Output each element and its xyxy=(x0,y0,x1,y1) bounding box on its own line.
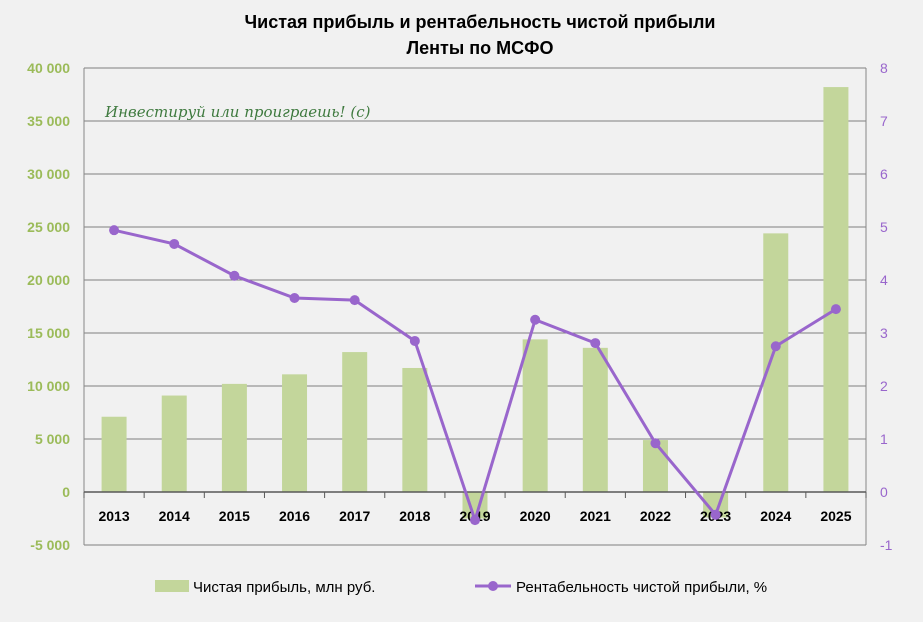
x-tick-label: 2014 xyxy=(159,508,190,524)
bar-2025 xyxy=(823,87,849,492)
x-tick-label: 2017 xyxy=(339,508,370,524)
x-tick-label: 2016 xyxy=(279,508,310,524)
x-tick-label: 2021 xyxy=(580,508,611,524)
legend-line-label: Рентабельность чистой прибыли, % xyxy=(516,579,767,596)
legend-line-marker xyxy=(488,581,498,591)
right-tick-label: 1 xyxy=(880,431,888,447)
right-tick-label: -1 xyxy=(880,537,893,553)
legend-bar-label: Чистая прибыль, млн руб. xyxy=(193,579,375,596)
left-tick-label: 30 000 xyxy=(27,166,70,182)
left-tick-label: 10 000 xyxy=(27,378,70,394)
margin-point-2018 xyxy=(409,335,420,346)
margin-point-2016 xyxy=(289,293,300,304)
chart-title-line1: Чистая прибыль и рентабельность чистой п… xyxy=(245,12,716,32)
margin-point-2019 xyxy=(470,515,480,526)
x-tick-label: 2013 xyxy=(98,508,129,524)
x-tick-label: 2025 xyxy=(820,508,851,524)
bar-2013 xyxy=(101,416,127,492)
x-tick-label: 2024 xyxy=(760,508,791,524)
right-tick-label: 8 xyxy=(880,60,888,76)
right-tick-label: 2 xyxy=(880,378,888,394)
right-tick-label: 7 xyxy=(880,113,888,129)
margin-point-2017 xyxy=(349,295,360,306)
x-tick-label: 2020 xyxy=(520,508,551,524)
bar-2024 xyxy=(763,233,789,493)
left-tick-label: 40 000 xyxy=(27,60,70,76)
right-tick-label: 3 xyxy=(880,325,888,341)
right-tick-label: 5 xyxy=(880,219,888,235)
margin-point-2013 xyxy=(109,225,120,236)
x-tick-label: 2022 xyxy=(640,508,671,524)
left-tick-label: -5 000 xyxy=(30,537,70,553)
margin-point-2015 xyxy=(229,270,240,281)
margin-point-2014 xyxy=(169,238,180,249)
left-tick-label: 0 xyxy=(62,484,70,500)
left-tick-label: 25 000 xyxy=(27,219,70,235)
chart-title-line2: Ленты по МСФО xyxy=(407,38,554,58)
bar-2020 xyxy=(522,339,548,492)
bar-2014 xyxy=(161,395,187,492)
left-tick-label: 20 000 xyxy=(27,272,70,288)
right-tick-label: 6 xyxy=(880,166,888,182)
watermark: Инвестируй или проиграешь! (с) xyxy=(104,103,371,121)
left-tick-label: 5 000 xyxy=(35,431,70,447)
left-tick-label: 35 000 xyxy=(27,113,70,129)
margin-point-2023 xyxy=(710,509,721,520)
legend-bar-swatch xyxy=(155,580,189,592)
x-tick-label: 2015 xyxy=(219,508,250,524)
bar-2018 xyxy=(402,367,428,492)
margin-point-2022 xyxy=(650,438,661,449)
bar-2017 xyxy=(342,352,368,492)
margin-point-2025 xyxy=(830,304,841,315)
left-tick-label: 15 000 xyxy=(27,325,70,341)
margin-point-2020 xyxy=(530,314,541,325)
right-tick-label: 4 xyxy=(880,272,888,288)
margin-point-2024 xyxy=(770,341,781,352)
bar-2015 xyxy=(221,383,247,492)
margin-point-2021 xyxy=(590,338,601,349)
x-tick-label: 2018 xyxy=(399,508,430,524)
right-tick-label: 0 xyxy=(880,484,888,500)
bar-2016 xyxy=(282,374,308,492)
bar-2021 xyxy=(582,347,608,492)
bar-2022 xyxy=(642,440,668,492)
